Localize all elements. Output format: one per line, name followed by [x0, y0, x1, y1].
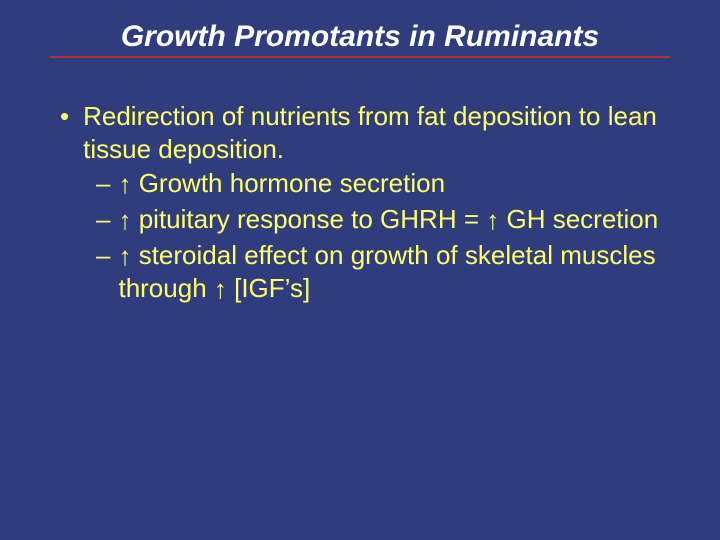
- sub-bullet-list: –↑ Growth hormone secretion–↑ pituitary …: [60, 167, 670, 306]
- up-arrow-icon: ↑: [214, 273, 227, 307]
- up-arrow-icon: ↑: [486, 204, 499, 238]
- up-arrow-icon: ↑: [118, 204, 131, 238]
- slide: Growth Promotants in Ruminants • Redirec…: [0, 0, 720, 540]
- sub-bullet-item: –↑ pituitary response to GHRH = ↑ GH sec…: [96, 203, 670, 237]
- bullet-text: Redirection of nutrients from fat deposi…: [83, 100, 670, 165]
- slide-body: • Redirection of nutrients from fat depo…: [50, 100, 670, 306]
- sub-bullet-text: ↑ steroidal effect on growth of skeletal…: [118, 239, 670, 307]
- sub-bullet-text: ↑ pituitary response to GHRH = ↑ GH secr…: [118, 203, 658, 237]
- dash-marker: –: [96, 203, 110, 237]
- sub-bullet-item: –↑ Growth hormone secretion: [96, 167, 670, 201]
- title-underline: [50, 56, 670, 58]
- slide-title: Growth Promotants in Ruminants: [50, 20, 670, 64]
- title-text: Growth Promotants in Ruminants: [121, 20, 599, 53]
- dash-marker: –: [96, 239, 110, 273]
- sub-bullet-text: ↑ Growth hormone secretion: [118, 167, 445, 201]
- bullet-marker: •: [60, 100, 69, 134]
- up-arrow-icon: ↑: [118, 240, 131, 274]
- up-arrow-icon: ↑: [118, 168, 131, 202]
- sub-bullet-item: –↑ steroidal effect on growth of skeleta…: [96, 239, 670, 307]
- bullet-item: • Redirection of nutrients from fat depo…: [60, 100, 670, 165]
- dash-marker: –: [96, 167, 110, 201]
